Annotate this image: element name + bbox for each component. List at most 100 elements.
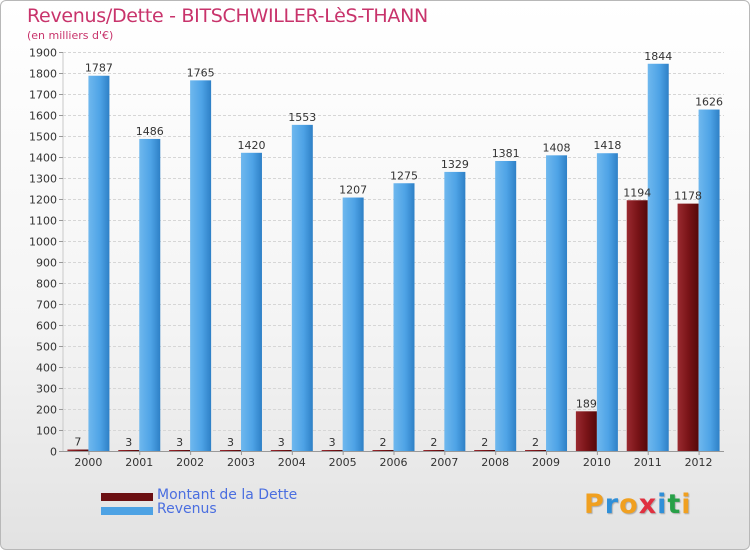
- y-tick-label: 1400: [29, 152, 57, 165]
- y-tick-label: 700: [36, 299, 57, 312]
- data-label-revenus: 1486: [136, 125, 164, 138]
- data-label-dette: 3: [329, 436, 336, 449]
- proxiti-logo: Proxiti: [584, 489, 692, 520]
- data-label-revenus: 1275: [390, 169, 418, 182]
- data-label-dette: 3: [227, 436, 234, 449]
- data-label-dette: 1194: [623, 186, 651, 199]
- x-tick-label: 2007: [430, 456, 458, 469]
- bar-revenus: [342, 197, 364, 451]
- bar-revenus: [596, 153, 618, 451]
- data-label-dette: 189: [576, 397, 597, 410]
- y-tick-label: 1200: [29, 194, 57, 207]
- bar-dette: [67, 449, 89, 451]
- data-label-revenus: 1553: [288, 111, 316, 124]
- logo-letter: x: [638, 489, 658, 520]
- x-tick-label: 2000: [74, 456, 102, 469]
- legend-label-revenus: Revenus: [157, 501, 217, 517]
- legend-swatch-revenus: [101, 507, 153, 515]
- y-tick-label: 500: [36, 341, 57, 354]
- bar-revenus: [495, 160, 517, 452]
- x-tick-label: 2009: [532, 456, 560, 469]
- bar-revenus: [444, 171, 466, 451]
- y-tick-label: 1500: [29, 131, 57, 144]
- logo-letter: o: [619, 489, 639, 520]
- x-tick-label: 2011: [634, 456, 662, 469]
- bar-dette: [169, 450, 191, 451]
- bar-revenus: [647, 63, 669, 451]
- bar-dette: [321, 450, 343, 451]
- y-tick-label: 600: [36, 320, 57, 333]
- y-tick-label: 1700: [29, 89, 57, 102]
- x-tick-label: 2008: [481, 456, 509, 469]
- bars: [67, 63, 720, 452]
- logo-letter: i: [681, 489, 692, 520]
- bar-revenus: [393, 183, 415, 451]
- x-tick-label: 2004: [278, 456, 306, 469]
- data-label-dette: 7: [74, 436, 81, 449]
- x-tick-label: 2010: [583, 456, 611, 469]
- data-label-revenus: 1408: [543, 141, 571, 154]
- logo-letter: P: [584, 489, 605, 520]
- x-tick-label: 2002: [176, 456, 204, 469]
- bar-dette: [219, 450, 241, 451]
- bar-dette: [525, 450, 547, 451]
- legend-swatch-dette: [101, 493, 153, 501]
- bar-dette: [270, 450, 292, 451]
- data-label-dette: 2: [532, 436, 539, 449]
- data-label-revenus: 1418: [593, 139, 621, 152]
- data-label-dette: 3: [278, 436, 285, 449]
- y-tick-label: 1300: [29, 173, 57, 186]
- bar-dette: [372, 450, 394, 451]
- data-label-revenus: 1765: [187, 66, 215, 79]
- bar-dette: [423, 450, 445, 451]
- data-label-dette: 2: [430, 436, 437, 449]
- bar-revenus: [190, 80, 212, 451]
- y-tick-label: 800: [36, 278, 57, 291]
- data-label-dette: 1178: [674, 190, 702, 203]
- y-tick-label: 0: [50, 446, 57, 459]
- bar-revenus: [291, 124, 313, 452]
- y-tick-label: 100: [36, 425, 57, 438]
- data-labels: 7 1787 3 1486 3 1765 3 1420 3 1553 3 1207 2 1275 2 1329…: [74, 50, 723, 449]
- logo-letter: t: [667, 489, 682, 520]
- data-label-dette: 2: [380, 436, 387, 449]
- bar-revenus: [88, 75, 110, 451]
- x-tick-label: 2006: [380, 456, 408, 469]
- data-label-dette: 2: [481, 436, 488, 449]
- bar-dette: [626, 200, 648, 451]
- bar-revenus: [698, 109, 720, 451]
- logo-letter: r: [604, 489, 620, 520]
- y-tick-label: 1900: [29, 47, 57, 60]
- x-axis: 2000 2001 2002 2003 2004 2005 2006 2007 2008 2009…: [63, 451, 724, 469]
- bar-revenus: [546, 155, 568, 451]
- bar-dette: [575, 411, 597, 451]
- chart-subtitle: (en milliers d'€): [27, 29, 114, 42]
- data-label-revenus: 1420: [237, 139, 265, 152]
- bar-dette: [474, 450, 496, 451]
- data-label-revenus: 1381: [492, 147, 520, 160]
- y-tick-label: 400: [36, 362, 57, 375]
- bar-revenus: [240, 152, 262, 452]
- y-axis-ticks: 0 100 200 300 400 500 600 700 800 900 1000 1100 1200…: [29, 47, 57, 459]
- data-label-revenus: 1844: [644, 50, 672, 63]
- x-tick-label: 2005: [329, 456, 357, 469]
- logo-letter: i: [657, 489, 668, 520]
- data-label-revenus: 1207: [339, 184, 367, 197]
- y-tick-label: 300: [36, 383, 57, 396]
- x-tick-label: 2012: [685, 456, 713, 469]
- y-tick-label: 200: [36, 404, 57, 417]
- x-tick-label: 2003: [227, 456, 255, 469]
- legend-label-dette: Montant de la Dette: [157, 487, 298, 503]
- bar-dette: [118, 450, 140, 451]
- data-label-dette: 3: [125, 436, 132, 449]
- data-label-revenus: 1626: [695, 96, 723, 109]
- y-tick-label: 1600: [29, 110, 57, 123]
- y-tick-label: 1000: [29, 236, 57, 249]
- y-tick-label: 1800: [29, 68, 57, 81]
- y-tick-label: 900: [36, 257, 57, 270]
- data-label-dette: 3: [176, 436, 183, 449]
- data-label-revenus: 1329: [441, 158, 469, 171]
- bar-revenus: [139, 138, 161, 451]
